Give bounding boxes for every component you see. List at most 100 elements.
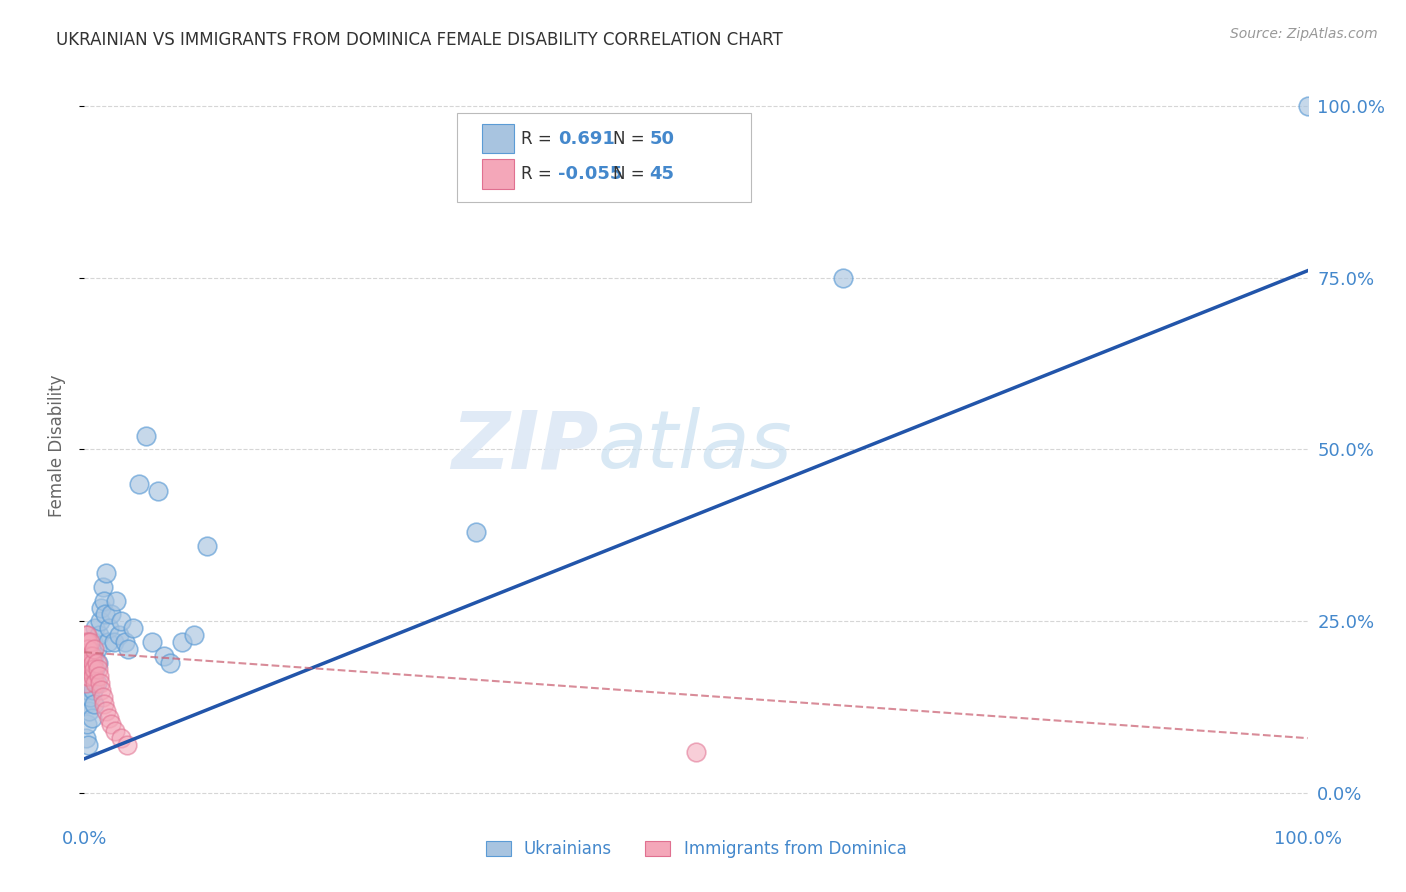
Point [96,566,118,581]
Point [73,662,96,676]
Point [87,662,110,676]
Point [77,656,100,670]
Point [146,483,169,498]
Point [831,270,853,285]
Point [90,683,112,698]
Point [79,656,101,670]
Point [86,656,108,670]
Point [82,683,104,698]
Text: ZIP: ZIP [451,407,598,485]
Point [79,669,101,683]
Point [128,476,150,491]
Point [76,628,98,642]
Point [141,635,163,649]
Point [117,641,139,656]
Point [76,656,98,670]
Point [86,676,108,690]
Point [79,690,101,704]
Point [90,600,112,615]
Point [87,669,110,683]
Point [77,648,100,663]
Point [75,697,97,711]
Point [103,635,125,649]
Point [77,738,100,752]
Y-axis label: Female Disability: Female Disability [48,375,66,517]
Text: atlas: atlas [598,407,793,485]
Point [75,662,97,676]
Point [1296,99,1319,113]
Point [77,662,100,676]
FancyBboxPatch shape [457,112,751,202]
Point [100,717,122,731]
Point [87,628,110,642]
Point [114,635,136,649]
Point [80,662,103,676]
Text: R =: R = [522,165,557,183]
Point [153,648,176,663]
Point [159,656,181,670]
Point [75,676,97,690]
Point [80,710,103,724]
Point [110,615,132,629]
Point [107,628,129,642]
Text: 50: 50 [650,130,675,148]
Point [75,648,97,663]
Point [135,428,157,442]
Point [172,635,194,649]
Point [82,669,104,683]
Point [91,580,114,594]
Text: -0.055: -0.055 [558,165,621,183]
Point [75,641,97,656]
Point [76,662,98,676]
Point [76,717,98,731]
Point [80,648,103,663]
Point [76,648,98,663]
Text: R =: R = [522,130,557,148]
Point [82,635,104,649]
Point [94,607,117,622]
Point [75,731,97,746]
Point [77,669,100,683]
Point [75,669,97,683]
Point [110,731,132,746]
Text: 0.691: 0.691 [558,130,614,148]
Point [685,745,707,759]
Point [75,628,97,642]
Point [84,676,107,690]
Point [97,635,120,649]
Text: Source: ZipAtlas.com: Source: ZipAtlas.com [1230,27,1378,41]
Text: N =: N = [613,165,650,183]
Point [83,697,105,711]
Point [97,710,120,724]
Point [76,641,98,656]
Point [115,738,138,752]
Text: N =: N = [613,130,650,148]
Legend: Ukrainians, Immigrants from Dominica: Ukrainians, Immigrants from Dominica [479,833,912,864]
Point [105,593,128,607]
FancyBboxPatch shape [482,124,513,153]
Point [86,641,108,656]
Point [75,648,97,663]
Text: 45: 45 [650,165,675,183]
Point [93,697,115,711]
Point [76,683,98,698]
Point [84,662,107,676]
Point [96,704,118,718]
Point [83,648,105,663]
Point [73,635,96,649]
Point [91,690,114,704]
Point [97,621,120,635]
Point [93,593,115,607]
Point [122,621,145,635]
Point [104,724,127,739]
Text: UKRAINIAN VS IMMIGRANTS FROM DOMINICA FEMALE DISABILITY CORRELATION CHART: UKRAINIAN VS IMMIGRANTS FROM DOMINICA FE… [56,31,783,49]
Point [89,676,111,690]
Point [82,656,104,670]
Point [83,662,105,676]
Point [77,641,100,656]
Point [79,635,101,649]
Point [83,641,105,656]
Point [77,662,100,676]
Point [77,635,100,649]
Point [87,656,110,670]
